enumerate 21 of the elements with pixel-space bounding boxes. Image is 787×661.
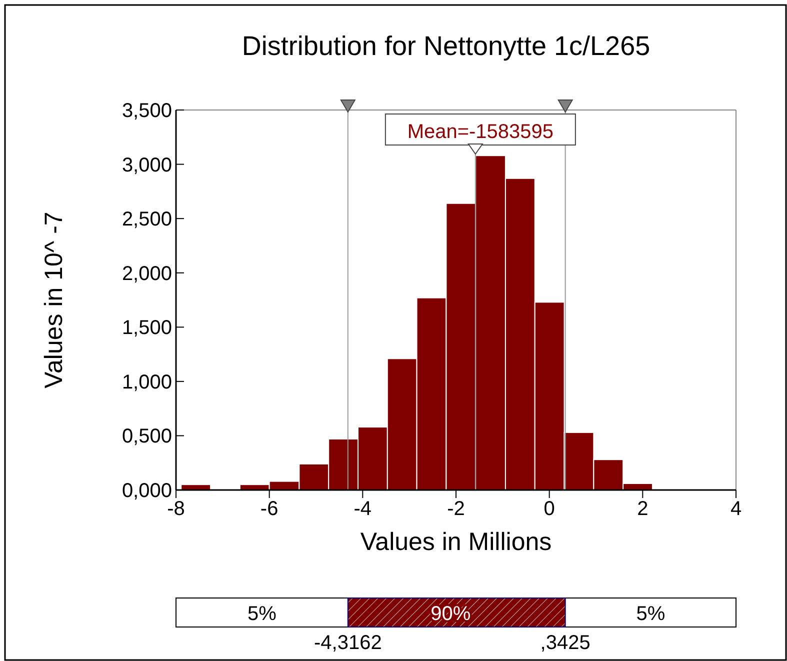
x-tick-label: 4: [730, 498, 742, 520]
text: ,3425: [540, 632, 590, 654]
x-tick-label: 0: [544, 498, 555, 520]
ref-line-label: Mean=-1583595: [407, 121, 554, 143]
text: 5%: [636, 603, 666, 625]
y-tick-label: 2,500: [122, 208, 172, 231]
y-tick-label: 1,000: [122, 371, 172, 394]
text: -4,3162: [314, 632, 382, 654]
y-axis-title: Values in 10^ -7: [40, 212, 68, 388]
y-tick-label: 0,500: [122, 426, 172, 448]
y-tick-label: 3,500: [122, 100, 172, 122]
chart-title: Distribution for Nettonytte 1c/L265: [242, 31, 650, 61]
y-tick-label: 3,000: [122, 154, 172, 176]
x-tick-label: -4: [354, 498, 372, 520]
x-axis-title: Values in Millions: [360, 528, 552, 556]
x-tick-label: -2: [447, 498, 465, 520]
y-tick-label: 1,500: [122, 317, 172, 340]
y-tick-label: 2,000: [122, 262, 172, 285]
x-tick-label: 2: [637, 498, 648, 520]
text: 5%: [248, 603, 277, 625]
x-tick-label: -6: [260, 498, 278, 520]
